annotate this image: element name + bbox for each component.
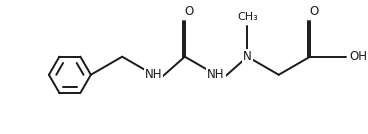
Text: CH₃: CH₃: [237, 12, 258, 22]
Text: NH: NH: [145, 68, 162, 81]
Text: NH: NH: [207, 68, 225, 81]
Text: OH: OH: [349, 50, 367, 63]
Text: O: O: [309, 5, 318, 18]
Text: N: N: [243, 50, 252, 63]
Text: O: O: [184, 5, 193, 18]
